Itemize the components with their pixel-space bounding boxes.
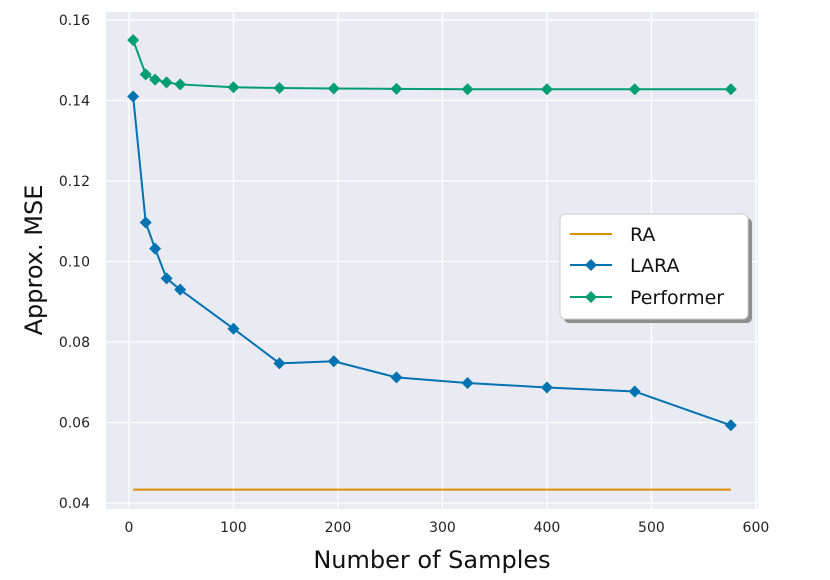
- x-tick-label: 500: [638, 520, 665, 536]
- point-lara: [139, 216, 152, 229]
- point-lara: [149, 242, 162, 255]
- point-performer: [160, 76, 173, 89]
- y-tick-label: 0.06: [59, 415, 90, 431]
- legend-label-performer: Performer: [630, 287, 724, 309]
- x-tick-label: 400: [534, 520, 561, 536]
- y-tick-labels: 0.04 0.06 0.08 0.10 0.12 0.14 0.16: [59, 13, 90, 512]
- legend-entry-ra: RA: [570, 224, 655, 246]
- legend-entry-performer: Performer: [570, 287, 724, 309]
- point-performer: [390, 82, 403, 95]
- point-lara: [724, 419, 737, 432]
- legend-marker-performer: [585, 291, 597, 303]
- x-tick-label: 100: [220, 520, 247, 536]
- y-tick-label: 0.08: [59, 335, 90, 351]
- x-tick-label: 300: [429, 520, 456, 536]
- y-tick-label: 0.14: [59, 94, 90, 110]
- legend: RA LARA Performer: [559, 213, 752, 323]
- point-lara: [127, 90, 140, 103]
- point-performer: [139, 68, 152, 81]
- point-performer: [724, 83, 737, 96]
- legend-label-ra: RA: [630, 224, 655, 246]
- point-performer: [127, 34, 140, 47]
- point-lara: [227, 322, 240, 335]
- point-lara: [160, 272, 173, 285]
- legend-box: [559, 213, 749, 320]
- point-performer: [540, 83, 553, 96]
- point-performer: [174, 78, 187, 91]
- y-tick-label: 0.12: [59, 174, 90, 190]
- x-tick-label: 0: [125, 520, 134, 536]
- y-axis-title: Approx. MSE: [20, 185, 48, 336]
- point-performer: [227, 81, 240, 94]
- point-performer: [327, 82, 340, 95]
- point-performer: [149, 73, 162, 86]
- x-tick-label: 600: [743, 520, 770, 536]
- point-performer: [628, 83, 641, 96]
- series-lara: [127, 90, 737, 432]
- point-lara: [461, 377, 474, 390]
- point-performer: [273, 82, 286, 95]
- point-lara: [540, 381, 553, 394]
- point-lara: [628, 385, 641, 398]
- x-tick-labels: 0 100 200 300 400 500 600: [125, 520, 770, 536]
- x-tick-label: 200: [325, 520, 352, 536]
- point-lara: [390, 371, 403, 384]
- point-performer: [461, 83, 474, 96]
- y-tick-label: 0.10: [59, 255, 90, 271]
- x-axis-title: Number of Samples: [313, 546, 550, 574]
- y-tick-label: 0.04: [59, 496, 90, 512]
- series-layer: [127, 34, 737, 491]
- series-performer: [127, 34, 737, 96]
- point-lara: [327, 355, 340, 368]
- legend-label-lara: LARA: [630, 255, 679, 277]
- legend-marker-lara: [585, 259, 597, 271]
- point-lara: [273, 357, 286, 370]
- point-lara: [174, 283, 187, 296]
- y-tick-label: 0.16: [59, 13, 90, 29]
- legend-entry-lara: LARA: [570, 255, 679, 277]
